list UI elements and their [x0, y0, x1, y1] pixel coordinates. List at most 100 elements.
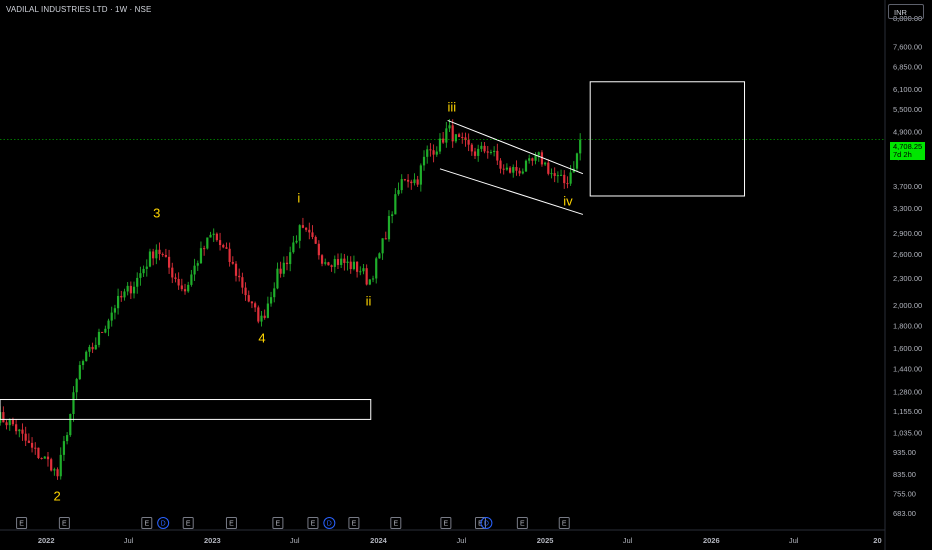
time-tick-label: Jul	[623, 536, 633, 545]
time-tick-label: Jul	[789, 536, 799, 545]
candle-body	[349, 261, 352, 270]
candle-body	[422, 156, 426, 166]
earnings-marker[interactable]	[58, 517, 70, 529]
candle-body	[569, 172, 572, 184]
candle-body	[483, 145, 486, 152]
price-tick-label: 2,000.00	[893, 301, 922, 310]
candle-body	[218, 240, 222, 246]
candle-body	[553, 173, 556, 176]
candle-body	[15, 424, 18, 432]
candle-body	[524, 160, 528, 172]
candle-body	[438, 138, 442, 152]
candle-body	[116, 295, 120, 309]
earnings-marker[interactable]	[558, 517, 570, 529]
earnings-marker-label: E	[352, 521, 357, 528]
candle-body	[426, 149, 429, 157]
dividend-marker[interactable]	[157, 517, 170, 529]
time-tick-label: Jul	[457, 536, 467, 545]
candle-body	[559, 174, 563, 176]
candle-body	[203, 248, 206, 250]
candle-body	[152, 251, 155, 259]
candle-body	[228, 248, 231, 262]
dividend-marker-label: D	[484, 521, 489, 528]
candle-body	[164, 254, 167, 257]
candle-body	[212, 233, 215, 235]
target-zone-box[interactable]	[589, 81, 746, 197]
candle-body	[174, 277, 177, 279]
candle-body	[508, 167, 512, 173]
candle-body	[40, 458, 43, 460]
dividend-marker[interactable]	[480, 517, 493, 529]
events-layer: E E E E E E E E E E E E ED D D	[16, 517, 570, 529]
earnings-marker-label: E	[562, 521, 567, 528]
symbol-title[interactable]: VADILAL INDUSTRIES LTD · 1W · NSE	[6, 5, 152, 14]
candle-body	[56, 469, 59, 477]
currency-button[interactable]: INR	[888, 4, 924, 19]
candle-body	[556, 175, 559, 177]
price-axis[interactable]: 8,800.007,600.006,850.006,100.005,500.00…	[893, 14, 922, 518]
earnings-marker[interactable]	[390, 517, 402, 529]
time-axis[interactable]: 2022 Jul 2023 Jul 2024 Jul 2025 Jul 2026 Jul 20	[38, 536, 882, 545]
candle-body	[107, 320, 110, 329]
earnings-marker[interactable]	[225, 517, 237, 529]
candle-body	[505, 167, 508, 170]
candle-body	[410, 181, 413, 184]
candle-body	[161, 254, 164, 256]
price-tick-label: 1,600.00	[893, 344, 922, 353]
earnings-marker[interactable]	[516, 517, 528, 529]
candle-body	[343, 258, 346, 263]
candle-body	[269, 297, 273, 304]
candle-body	[540, 152, 544, 165]
candle-body	[314, 236, 317, 244]
candle-body	[72, 392, 75, 415]
candle-body	[375, 258, 378, 279]
candle-body	[336, 259, 340, 265]
earnings-marker-label: E	[520, 521, 525, 528]
demand-zone-box[interactable]	[0, 399, 372, 420]
channel-lower-line[interactable]	[439, 168, 584, 215]
candle-body	[110, 312, 113, 321]
candle-body	[461, 137, 464, 139]
earnings-marker[interactable]	[440, 517, 452, 529]
candle-body	[123, 291, 126, 298]
earnings-marker[interactable]	[182, 517, 194, 529]
earnings-marker[interactable]	[474, 517, 486, 529]
earnings-marker[interactable]	[272, 517, 284, 529]
candle-body	[371, 278, 375, 280]
candle-body	[180, 285, 183, 290]
earnings-marker[interactable]	[307, 517, 319, 529]
earnings-marker-label: E	[62, 521, 67, 528]
candle-body	[563, 174, 566, 184]
candle-body	[222, 245, 225, 248]
time-tick-label: Jul	[290, 536, 300, 545]
candle-body	[46, 456, 50, 460]
candle-body	[136, 277, 139, 287]
candle-body	[183, 289, 187, 292]
candle-body	[126, 285, 129, 292]
candle-body	[566, 183, 569, 185]
earnings-marker[interactable]	[348, 517, 360, 529]
candle-body	[550, 173, 553, 175]
earnings-marker-label: E	[186, 521, 191, 528]
price-tick-label: 2,600.00	[893, 250, 922, 259]
wave-label: 3	[153, 205, 160, 220]
candle-body	[132, 286, 136, 294]
candle-body	[289, 252, 292, 265]
candle-body	[308, 229, 311, 233]
candle-body	[324, 262, 327, 264]
time-tick-label: 2024	[370, 536, 388, 545]
candle-body	[486, 151, 489, 153]
candle-body	[241, 277, 244, 288]
channel-upper-line[interactable]	[447, 119, 584, 175]
time-tick-label: Jul	[124, 536, 134, 545]
dividend-marker[interactable]	[323, 517, 336, 529]
last-price-value: 4,708.25	[893, 142, 923, 151]
price-tick-label: 6,850.00	[893, 63, 922, 72]
wave-label: iii	[447, 99, 456, 114]
earnings-marker[interactable]	[141, 517, 153, 529]
earnings-marker[interactable]	[16, 517, 28, 529]
candle-body	[442, 138, 445, 143]
candle-body	[193, 265, 196, 275]
candle-body	[413, 179, 416, 184]
